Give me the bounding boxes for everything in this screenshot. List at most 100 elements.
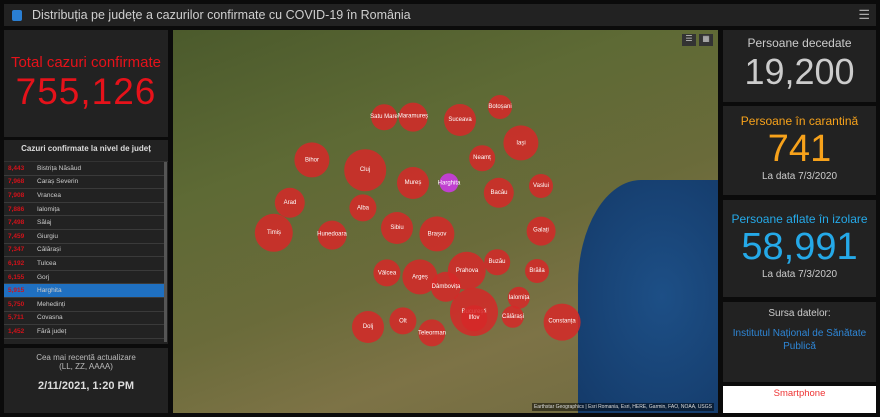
page-title: Distribuția pe județe a cazurilor confir… [32,8,411,22]
county-marker[interactable]: Hunedoara [317,220,347,250]
grid-view-icon[interactable]: ▦ [699,34,713,46]
list-view-icon[interactable]: ☰ [682,34,696,46]
county-list-item[interactable]: 7,347 Călărași [4,244,164,258]
map-attribution: Earthstar Geographics | Esri Romania, Es… [531,403,714,411]
county-marker[interactable]: Harghita [437,173,461,193]
county-marker[interactable]: Constanța [543,303,581,341]
county-marker[interactable]: Mureș [397,167,429,199]
county-list-item[interactable]: 7,459 Giurgiu [4,230,164,244]
county-marker-label: Buzău [488,259,506,265]
scrollbar[interactable] [164,162,167,342]
county-list-item[interactable]: 1,452 Fără județ [4,325,164,339]
county-marker-label: Iași [516,140,526,146]
county-marker-label: Arad [283,199,297,206]
county-list-item[interactable]: 7,968 Caraș Severin [4,176,164,190]
county-marker[interactable]: Brăila [525,259,549,283]
county-marker-label: Cluj [359,167,371,173]
county-name: Vrancea [37,191,61,199]
county-marker-label: Neamț [473,155,491,161]
county-name: Fără județ [37,327,67,335]
county-marker[interactable]: Călărași [501,305,525,329]
county-marker-label: Brăila [529,268,545,274]
county-marker[interactable]: Dolj [352,311,384,343]
county-marker[interactable]: Suceava [444,104,476,136]
county-marker[interactable]: Satu Mare [370,104,398,130]
county-marker[interactable]: Timiș [254,213,294,253]
update-label: Cea mai recentă actualizare [36,353,136,362]
update-format: (LL, ZZ, AAAA) [59,362,113,371]
hamburger-icon[interactable]: ☰ [858,7,870,22]
deaths-value: 19,200 [744,51,855,92]
smartphone-link[interactable]: Smartphone [723,386,876,413]
county-list-item[interactable]: 8,443 Bistrița Năsăud [4,162,164,176]
map-view[interactable]: ☰ ▦ Earthstar Geographics | Esri Romania… [173,30,718,413]
county-marker[interactable]: Olt [389,307,417,335]
county-marker-label: Harghita [437,180,461,186]
case-count: 7,498 [8,219,25,227]
county-marker[interactable]: Maramureș [398,102,428,132]
county-marker[interactable]: Ilfov [461,305,487,331]
total-cases-value: 755,126 [15,71,157,112]
isolation-label: Persoane aflate în izolare [731,212,868,226]
county-marker[interactable]: Iași [503,125,539,161]
update-date: 2/11/2021, 1:20 PM [37,380,134,392]
quarantine-label: Persoane în carantină [740,114,859,128]
county-list-item[interactable]: 5,915 Harghita [4,284,164,298]
county-marker[interactable]: Sibiu [381,212,413,244]
county-marker-label: Dâmbovița [431,283,461,290]
case-count: 8,443 [8,164,25,172]
county-name: Covasna [37,314,63,322]
county-marker[interactable]: Buzău [484,249,510,275]
county-marker[interactable]: Vaslui [529,174,553,198]
county-list-item[interactable]: 5,711 Covasna [4,312,164,326]
county-marker-label: Olt [399,318,407,324]
county-name: Caraș Severin [37,178,79,186]
county-name: Tulcea [37,259,57,267]
county-marker-label: Suceava [448,117,472,123]
county-marker[interactable]: Ialomița [507,286,531,310]
case-count: 7,908 [8,191,25,199]
county-list-item[interactable]: 5,750 Mehedinți [4,298,164,312]
case-count: 5,750 [8,300,25,308]
quarantine-value: 741 [767,128,832,170]
source-panel: Sursa datelor: Institutul Național de Să… [723,302,876,382]
case-count: 7,968 [8,178,25,186]
county-marker[interactable]: Teleorman [418,319,446,347]
county-marker-label: Alba [356,205,369,211]
county-marker-label: Constanța [548,318,576,325]
county-marker[interactable]: Brașov [419,216,455,252]
county-marker-label: Argeș [412,274,428,280]
county-list-item[interactable]: 6,155 Gorj [4,271,164,285]
county-marker[interactable]: Cluj [344,149,386,191]
county-marker[interactable]: Arad [274,187,306,219]
county-marker[interactable]: Galați [526,216,556,246]
case-count: 5,915 [8,287,25,295]
county-marker-label: Satu Mare [370,114,398,120]
county-marker[interactable]: Bacău [483,177,515,209]
county-marker[interactable]: Vâlcea [373,259,401,287]
county-marker-label: Călărași [501,313,525,320]
county-name: Bistrița Năsăud [37,164,82,172]
quarantine-panel: Persoane în carantină 741 La data 7/3/20… [723,106,876,195]
county-list-item[interactable]: 6,192 Tulcea [4,257,164,271]
case-count: 7,347 [8,246,25,254]
county-marker-label: Brașov [427,231,447,237]
county-marker[interactable]: Bihor [294,142,330,178]
county-marker[interactable]: Botoșani [488,95,512,119]
county-list-item[interactable]: 7,886 Ialomița [4,203,164,217]
deaths-label: Persoane decedate [747,36,852,50]
county-marker[interactable]: Alba [349,194,377,222]
county-list-item[interactable]: 7,498 Sălaj [4,216,164,230]
county-marker-label: Botoșani [488,104,512,110]
county-name: Mehedinți [37,300,66,308]
county-marker[interactable]: Neamț [469,145,495,171]
county-name: Călărași [37,246,61,254]
black-sea [578,180,718,413]
county-name: Gorj [37,273,50,281]
county-marker-label: Bacău [490,189,508,196]
county-list-item[interactable]: 7,908 Vrancea [4,189,164,203]
app-logo-icon [12,9,22,21]
county-marker-label: Ilfov [468,315,480,321]
source-link[interactable]: Institutul Național de Sănătate Publică [732,328,867,352]
county-list-header: Cazuri confirmate la nivel de județ [4,140,168,162]
